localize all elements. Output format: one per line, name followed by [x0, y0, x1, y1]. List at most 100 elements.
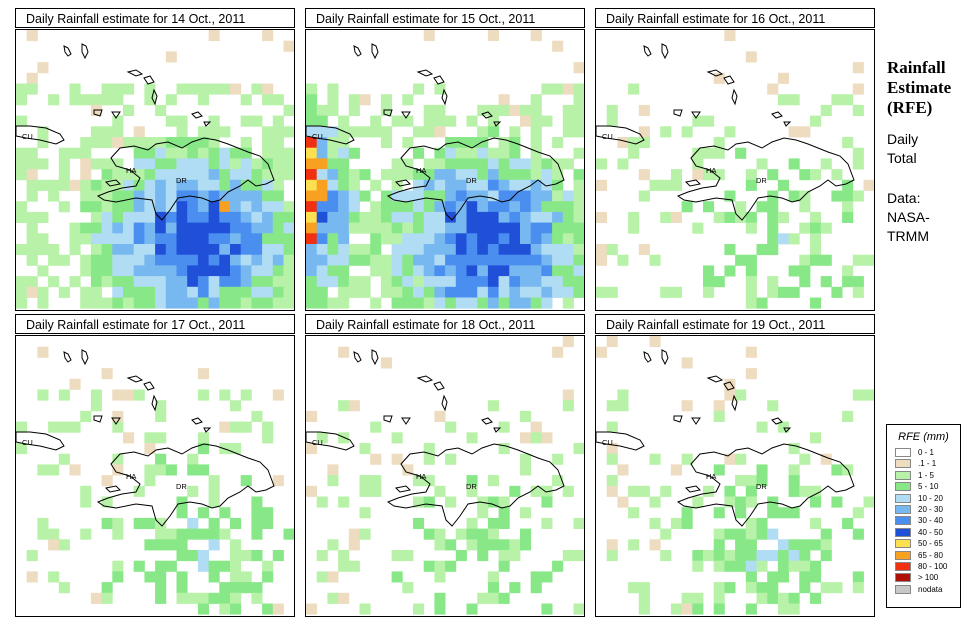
rainfall-cell — [413, 254, 425, 266]
gonave-island — [684, 485, 702, 493]
rainfall-cell — [573, 201, 584, 213]
rainfall-cell — [573, 179, 584, 191]
rainfall-cell — [498, 158, 510, 170]
rainfall-cell — [370, 254, 382, 266]
rainfall-cell — [777, 72, 789, 84]
cuba-coastline — [596, 125, 645, 145]
rainfall-cell — [487, 400, 499, 412]
rainfall-cell — [498, 169, 510, 181]
rainfall-cell — [80, 286, 92, 298]
rainfall-cell — [48, 276, 60, 288]
rainfall-cell — [391, 571, 403, 583]
rainfall-cell — [197, 265, 209, 277]
rainfall-cell — [338, 346, 350, 358]
legend-swatch — [895, 584, 911, 594]
rainfall-cell — [380, 286, 392, 298]
period-line: Daily — [887, 131, 919, 147]
rainfall-cell — [208, 201, 220, 213]
rainfall-cell — [272, 475, 284, 487]
rainfall-cell — [348, 147, 360, 159]
country-label-dr: DR — [466, 176, 477, 185]
rainfall-cell — [735, 560, 747, 572]
islet-outline — [63, 351, 72, 363]
rainfall-cell — [423, 528, 435, 540]
rainfall-cell — [562, 211, 574, 223]
rainfall-cell — [316, 211, 328, 223]
rainfall-cell — [628, 147, 640, 159]
rainfall-cell — [101, 592, 113, 604]
rainfall-cell — [606, 443, 618, 455]
rainfall-cell — [176, 244, 188, 256]
rainfall-cell — [101, 83, 113, 95]
rainfall-cell — [402, 297, 414, 309]
rainfall-cell — [370, 244, 382, 256]
rainfall-cell — [133, 286, 145, 298]
rainfall-cell — [306, 286, 318, 298]
rainfall-cell — [509, 233, 521, 245]
rainfall-cell — [219, 603, 231, 615]
rainfall-cell — [208, 539, 220, 551]
rainfall-cell — [240, 158, 252, 170]
islet-outline — [416, 69, 434, 77]
rainfall-cell — [112, 389, 124, 401]
rainfall-cell — [155, 244, 167, 256]
rainfall-cell — [187, 297, 199, 309]
rainfall-cell — [283, 104, 294, 116]
rainfall-cell — [176, 496, 188, 508]
rainfall-cell — [670, 603, 682, 615]
rainfall-cell — [283, 233, 294, 245]
rainfall-cell — [530, 571, 542, 583]
rainfall-cell — [16, 286, 28, 298]
rainfall-cell — [466, 485, 478, 497]
rainfall-cell — [240, 244, 252, 256]
rainfall-cell — [101, 368, 113, 380]
rainfall-cell — [713, 276, 725, 288]
rainfall-cell — [820, 582, 832, 594]
islet-outline — [151, 394, 158, 412]
rainfall-cell — [240, 421, 252, 433]
rainfall-cell — [756, 550, 768, 562]
rainfall-cell — [756, 421, 768, 433]
rainfall-cell — [423, 104, 435, 116]
rainfall-cell — [735, 528, 747, 540]
rainfall-cell — [509, 211, 521, 223]
rainfall-cell — [165, 286, 177, 298]
rainfall-cell — [466, 276, 478, 288]
gonave-island — [104, 485, 122, 493]
rainfall-cell — [359, 222, 371, 234]
rainfall-cell — [272, 94, 284, 106]
rainfall-cell — [477, 104, 489, 116]
source-text: Data: NASA- TRMM — [887, 189, 930, 246]
rainfall-cell — [724, 453, 736, 465]
rainfall-cell — [230, 254, 242, 266]
rainfall-cell — [852, 104, 864, 116]
rainfall-cell — [144, 432, 156, 444]
rainfall-cell — [466, 244, 478, 256]
rainfall-cell — [541, 169, 553, 181]
rainfall-cell — [187, 233, 199, 245]
islet-outline — [441, 394, 448, 412]
rainfall-cell — [306, 147, 318, 159]
rainfall-cell — [530, 169, 542, 181]
rainfall-cell — [37, 346, 49, 358]
rainfall-cell — [455, 550, 467, 562]
legend-label: > 100 — [918, 573, 939, 583]
rainfall-cell — [423, 126, 435, 138]
rainfall-cell — [713, 400, 725, 412]
rainfall-cell — [123, 222, 135, 234]
rainfall-cell — [477, 222, 489, 234]
rainfall-cell — [338, 147, 350, 159]
rainfall-cell — [176, 297, 188, 309]
rainfall-cell — [187, 222, 199, 234]
rainfall-cell — [487, 147, 499, 159]
legend-swatch — [895, 561, 911, 571]
rainfall-cell — [197, 528, 209, 540]
rainfall-cell — [810, 592, 822, 604]
panel-map: CU HA DR — [595, 335, 875, 617]
rainfall-cell — [123, 286, 135, 298]
rainfall-cell — [262, 421, 274, 433]
rainfall-cell — [498, 201, 510, 213]
rainfall-cell — [144, 254, 156, 266]
rainfall-cell — [520, 211, 532, 223]
rainfall-cell — [509, 244, 521, 256]
